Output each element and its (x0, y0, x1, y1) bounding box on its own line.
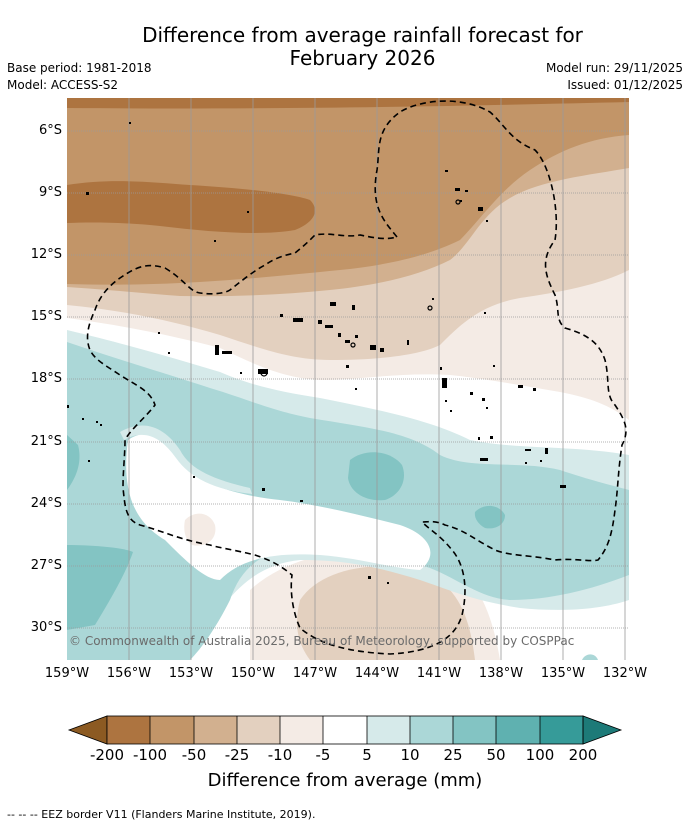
lon-label: 153°W (168, 666, 214, 681)
metadata-right: Model run: 29/11/2025 Issued: 01/12/2025 (546, 60, 683, 94)
issued-date: Issued: 01/12/2025 (567, 78, 683, 92)
colorbar-swatch (323, 716, 367, 744)
lat-label: 24°S (30, 496, 62, 511)
dry-band-north-strong (67, 98, 629, 285)
colorbar-label: 25 (443, 746, 463, 764)
colorbar-title: Difference from average (mm) (207, 770, 483, 791)
colorbar-swatch (540, 716, 583, 744)
colorbar-swatch (150, 716, 194, 744)
lon-label: 150°W (230, 666, 276, 681)
colorbar-swatch (107, 716, 150, 744)
dry-band-south-medium (297, 566, 475, 660)
colorbar-label: 10 (400, 746, 420, 764)
copyright-notice: © Commonwealth of Australia 2025, Bureau… (69, 634, 575, 648)
colorbar-swatch (367, 716, 410, 744)
colorbar-label: 50 (486, 746, 506, 764)
lat-label: 18°S (30, 371, 62, 386)
colorbar-arrow-right (582, 715, 623, 745)
model-name: Model: ACCESS-S2 (7, 78, 119, 92)
lat-label: 6°S (38, 123, 62, 138)
colorbar-frame (106, 715, 584, 745)
base-period: Base period: 1981-2018 (7, 61, 152, 75)
colorbar (67, 715, 623, 745)
eez-border (86, 100, 627, 655)
colorbar-dividers (149, 716, 541, 744)
colorbar-label: 5 (362, 746, 372, 764)
title-line-2: February 2026 (289, 46, 436, 70)
lon-label: 132°W (602, 666, 648, 681)
wet-core-center (348, 452, 405, 501)
colorbar-label: -10 (267, 746, 293, 764)
lon-label: 141°W (416, 666, 462, 681)
colorbar-label: -50 (181, 746, 207, 764)
colorbar-swatch (237, 716, 280, 744)
colorbar-label: -100 (132, 746, 168, 764)
atoll-outlines (260, 199, 461, 377)
lat-label: 9°S (38, 185, 62, 200)
map-title: Difference from average rainfall forecas… (0, 24, 690, 70)
colorbar-swatch (410, 716, 453, 744)
lat-label: 15°S (30, 309, 62, 324)
colorbar-arrow-left (67, 715, 108, 745)
dry-spot-center (184, 513, 216, 546)
title-line-1: Difference from average rainfall forecas… (142, 23, 583, 47)
lon-label: 144°W (354, 666, 400, 681)
dry-band-north-top (67, 98, 629, 109)
colorbar-label: -25 (224, 746, 250, 764)
colorbar-swatch (453, 716, 496, 744)
colorbar-label: -200 (89, 746, 125, 764)
islands (67, 122, 566, 584)
eez-legend: -- -- -- EEZ border V11 (Flanders Marine… (7, 808, 316, 821)
model-run: Model run: 29/11/2025 (545, 61, 683, 75)
lon-label: 159°W (44, 666, 90, 681)
lat-label: 21°S (30, 434, 62, 449)
lat-label: 30°S (30, 620, 62, 635)
colorbar-swatch (280, 716, 323, 744)
lon-label: 156°W (106, 666, 152, 681)
metadata-left: Base period: 1981-2018 Model: ACCESS-S2 (7, 60, 152, 94)
wet-core-west-edge (67, 435, 80, 490)
neutral-gap-ring (120, 425, 252, 494)
lon-label: 135°W (540, 666, 586, 681)
colorbar-label: 100 (525, 746, 555, 764)
lat-label: 27°S (30, 558, 62, 573)
lon-label: 147°W (292, 666, 338, 681)
colorbar-label: -5 (315, 746, 331, 764)
wet-band-medium (67, 342, 629, 660)
colorbar-swatch (496, 716, 540, 744)
wet-spot-south-east (582, 654, 598, 660)
map-area (67, 98, 629, 660)
colorbar-swatch (194, 716, 237, 744)
gridlines (67, 98, 629, 660)
lat-label: 12°S (30, 247, 62, 262)
lon-label: 138°W (478, 666, 524, 681)
wet-core-east (474, 505, 505, 529)
colorbar-label: 200 (568, 746, 598, 764)
